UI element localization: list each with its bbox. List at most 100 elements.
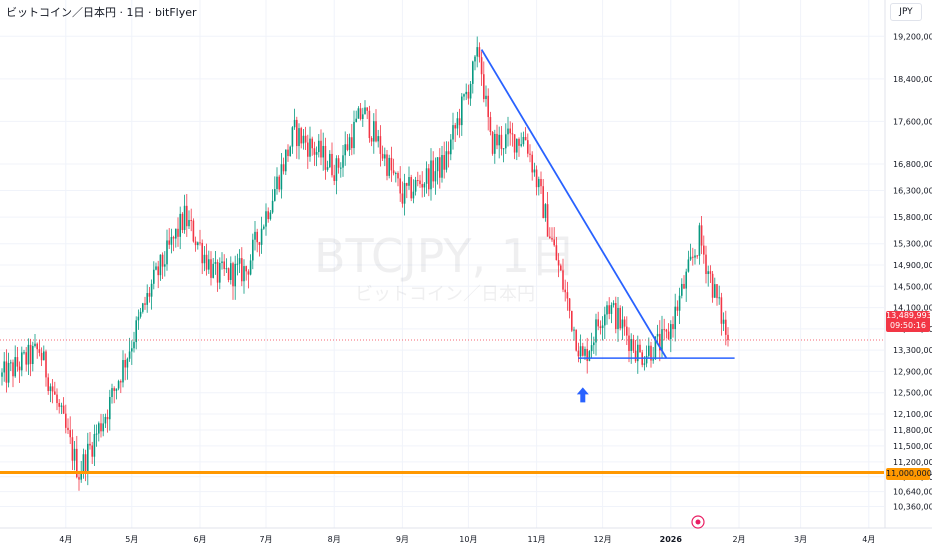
candle-body [632,339,635,351]
candle-body [333,175,335,181]
candle-body [406,183,408,186]
candle-body [491,132,494,154]
candle-body [131,348,133,352]
price-tick-label: 11,800,000 [893,426,932,435]
candle-body [27,344,30,365]
candle-body [661,329,663,351]
candle-body [271,200,274,213]
candle-body [560,265,562,271]
candle-body [483,74,485,100]
candle-body [243,266,245,282]
candle-body [454,125,456,129]
candle-body [89,443,91,446]
candle-body [71,437,74,461]
candle-body [302,135,305,144]
candle-body [588,351,591,361]
candle-body [25,352,27,365]
candle-body [80,472,82,480]
time-tick-label: 10月 [459,535,477,544]
candle-body [683,283,685,289]
candle-body [445,151,448,170]
candle-body [225,268,228,270]
event-marker-icon[interactable] [691,515,705,529]
candle-body [630,339,632,352]
candle-body [122,360,124,383]
arrow-up-icon [576,387,589,403]
candle-body [38,349,41,353]
candle-body [170,236,173,245]
candle-body [73,448,76,461]
candle-body [566,292,569,299]
event-marker-dot [695,519,701,525]
candle-body [707,271,709,275]
candle-body [615,303,617,330]
candle-body [681,283,683,296]
candle-body [67,427,69,431]
candle-body [678,295,681,311]
candle-body [183,205,186,230]
currency-selector[interactable]: JPY [890,3,922,21]
candle-body [357,108,360,119]
candle-body [366,107,368,111]
candle-body [210,259,212,278]
candle-body [65,413,67,428]
candle-body [45,351,47,378]
candle-body [344,144,346,156]
candle-body [150,283,153,297]
candle-body [524,136,527,141]
candle-body [197,242,199,246]
candle-body [549,236,551,239]
candle-body [287,149,289,157]
candle-body [362,114,364,120]
candle-body [223,261,225,269]
candle-body [700,225,703,246]
candle-body [12,362,14,377]
candle-body [628,335,630,352]
price-tick-label: 12,100,000 [893,410,932,419]
candle-body [518,138,520,146]
candle-body [474,56,476,62]
candle-body [18,366,21,371]
candle-body [16,357,19,367]
candle-body [608,305,610,314]
candle-body [256,231,258,243]
time-tick-label: 12月 [594,535,612,544]
candle-body [432,160,434,182]
symbol-title: ビットコイン／日本円 · 1日 · bitFlyer [6,6,197,19]
price-axis: 19,200,000 18,400,000 17,600,000 16,800,000… [884,0,932,528]
candle-body [516,138,518,153]
candle-body [76,448,78,478]
candle-body [135,320,137,343]
candle-body [555,245,558,261]
candle-body [694,255,696,258]
time-tick-label: 3月 [794,535,807,544]
candle-body [201,242,203,264]
candle-body [436,157,439,172]
price-tick-label: 10,640,000 [893,488,932,497]
candle-body [128,351,131,359]
candle-body [340,167,342,169]
candle-body [276,176,278,190]
price-tick-label: 12,900,000 [893,367,932,376]
price-tick-label: 16,300,000 [893,187,932,196]
candle-body [269,212,272,220]
candle-body [318,140,320,153]
candle-body [249,260,252,275]
candle-body [280,164,283,190]
candle-body [509,128,511,134]
candle-body [467,91,470,99]
candle-body [331,153,333,176]
price-tick-label: 17,600,000 [893,117,932,126]
candle-body [368,110,371,139]
candle-body [359,108,362,120]
candle-body [654,336,657,360]
candle-body [579,346,582,357]
candle-body [542,186,544,218]
candle-body [505,134,507,149]
candle-body [153,269,155,284]
candle-body [265,211,267,227]
candle-body [417,180,419,182]
candle-body [364,107,366,115]
candle-body [221,261,223,264]
